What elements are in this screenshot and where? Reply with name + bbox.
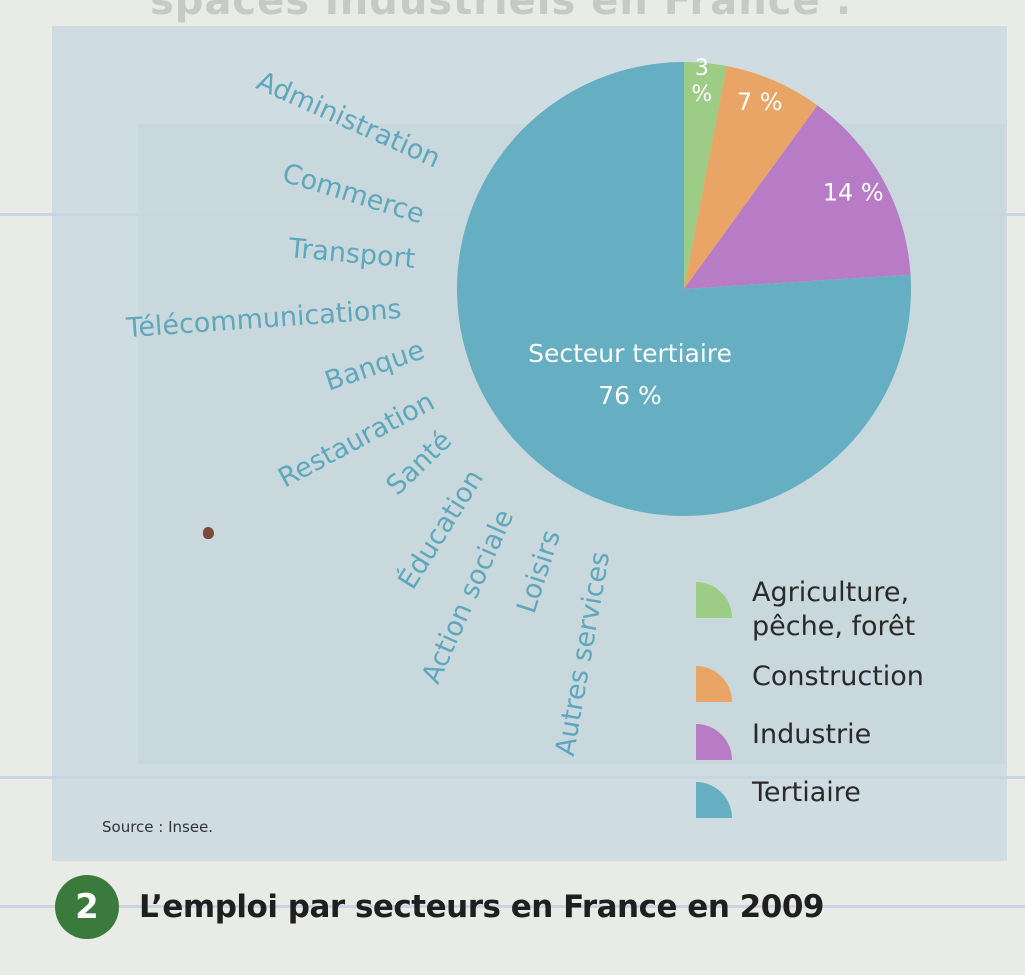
service-label: Transport	[287, 233, 417, 275]
legend-label: Industrie	[752, 719, 872, 750]
legend-swatch-agriculture	[696, 582, 732, 618]
legend-swatch-tertiaire	[696, 782, 732, 818]
legend-item-tertiaire: Tertiaire	[694, 776, 984, 820]
service-label: Loisirs	[511, 526, 567, 617]
slice-value-label: 14 %	[823, 178, 884, 206]
service-label: Télécommunications	[124, 294, 402, 344]
legend-swatch-construction	[696, 666, 732, 702]
legend-label: Construction	[752, 661, 924, 692]
service-label: Commerce	[279, 158, 428, 230]
slice-value-label: 7 %	[737, 88, 783, 116]
paper-stain	[203, 527, 214, 539]
legend-item-construction: Construction	[694, 660, 984, 704]
pie-slice-3	[684, 105, 911, 289]
legend-label: Agriculture, pêche, forêt	[752, 577, 916, 642]
scan-rule	[0, 776, 1025, 779]
service-label: Administration	[252, 66, 445, 175]
pie-slice-2	[684, 66, 818, 289]
legend-item-agriculture: Agriculture, pêche, forêt	[694, 576, 984, 644]
service-label: Autres services	[550, 549, 616, 758]
legend-swatch-industrie	[696, 724, 732, 760]
service-label: Banque	[321, 335, 429, 398]
figure-number-badge: 2	[55, 875, 119, 939]
slice-value-label: 3%	[691, 56, 712, 107]
scan-rule	[0, 905, 1025, 908]
pie-slice-1	[684, 62, 727, 289]
faded-page-header: spaces industriels en France :	[150, 0, 853, 24]
pie-legend: Agriculture, pêche, forêt Construction I…	[694, 576, 984, 834]
legend-item-industrie: Industrie	[694, 718, 984, 762]
figure-title: L’emploi par secteurs en France en 2009	[139, 889, 824, 925]
pie-slice-4	[456, 62, 911, 516]
source-note: Source : Insee.	[102, 818, 214, 836]
slice-value-label: Secteur tertiaire 76 %	[528, 339, 732, 410]
figure-caption: 2 L’emploi par secteurs en France en 200…	[55, 875, 824, 939]
legend-label: Tertiaire	[752, 777, 861, 808]
